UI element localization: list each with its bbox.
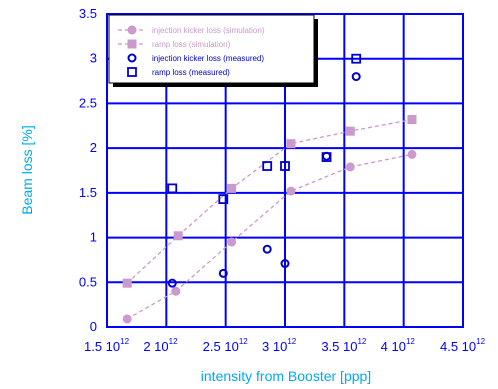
- data-point-open-circle: [167, 278, 177, 288]
- data-point-circle: [345, 162, 355, 172]
- x-tick-label: 4 1012: [381, 337, 416, 354]
- y-tick-label: 0.5: [79, 274, 97, 289]
- data-point-open-square: [218, 194, 229, 205]
- data-point-open-circle: [280, 259, 290, 269]
- x-tick-label: 1.5 1012: [84, 337, 130, 354]
- data-point-circle: [407, 149, 417, 159]
- series-line: [126, 153, 413, 320]
- data-point-circle: [286, 186, 296, 196]
- data-point-open-square: [167, 183, 178, 194]
- data-point-open-square: [321, 152, 332, 162]
- data-point-square: [127, 39, 137, 49]
- data-point-open-circle: [127, 53, 137, 63]
- y-tick-label: 3.5: [79, 6, 97, 21]
- data-point-open-circle: [262, 244, 272, 254]
- data-point-open-circle: [351, 72, 361, 82]
- data-point-open-circle: [218, 268, 228, 278]
- data-point-open-square: [351, 53, 362, 64]
- plot-border: [106, 13, 464, 328]
- x-tick-labels: 1.5 1012 2 1012 2.5 1012 3 1012 3.5 1012 4 10…: [84, 337, 486, 354]
- data-point-circle: [227, 237, 237, 247]
- data-point-circle: [127, 25, 137, 35]
- x-tick-label: 2 1012: [143, 337, 178, 354]
- legend-label: injection kicker loss (simulation): [152, 26, 265, 35]
- x-tick-label: 3.5 1012: [321, 337, 367, 354]
- data-point-circle: [122, 314, 132, 324]
- legend-label: ramp loss (measured): [152, 68, 230, 77]
- x-tick-label: 2.5 1012: [203, 337, 249, 354]
- data-point-circle: [171, 286, 181, 296]
- data-point-square: [173, 231, 183, 241]
- legend-box: [108, 14, 315, 84]
- legend-label: injection kicker loss (measured): [152, 54, 264, 63]
- data-point-open-square: [127, 67, 137, 77]
- y-tick-labels: 0 0.5 1 1.5 2 2.5 3 3.5: [79, 6, 97, 334]
- y-tick-label: 2.5: [79, 95, 97, 110]
- y-tick-label: 1.5: [79, 185, 97, 200]
- y-tick-label: 0: [90, 319, 97, 334]
- data-point-open-square: [280, 161, 290, 171]
- data-point-square: [122, 278, 132, 288]
- data-point-square: [345, 126, 355, 136]
- y-tick-label: 3: [90, 51, 97, 66]
- data-markers: [122, 53, 417, 324]
- x-tick-label: 4.5 1012: [440, 337, 486, 354]
- x-tick-label: 3 1012: [262, 337, 297, 354]
- data-point-square: [407, 115, 417, 125]
- data-point-square: [286, 139, 296, 149]
- y-axis-title: Beam loss [%]: [19, 125, 35, 214]
- x-axis-title: intensity from Booster [ppp]: [201, 368, 371, 384]
- y-tick-label: 2: [90, 140, 97, 155]
- simulation-lines: [126, 118, 413, 320]
- series-line: [126, 118, 413, 284]
- legend-label: ramp loss (simulation): [152, 40, 231, 49]
- data-point-open-square: [262, 161, 273, 171]
- data-point-square: [227, 183, 237, 193]
- legend: injection kicker loss (simulation) ramp l…: [108, 14, 318, 87]
- y-tick-label: 1: [90, 230, 97, 245]
